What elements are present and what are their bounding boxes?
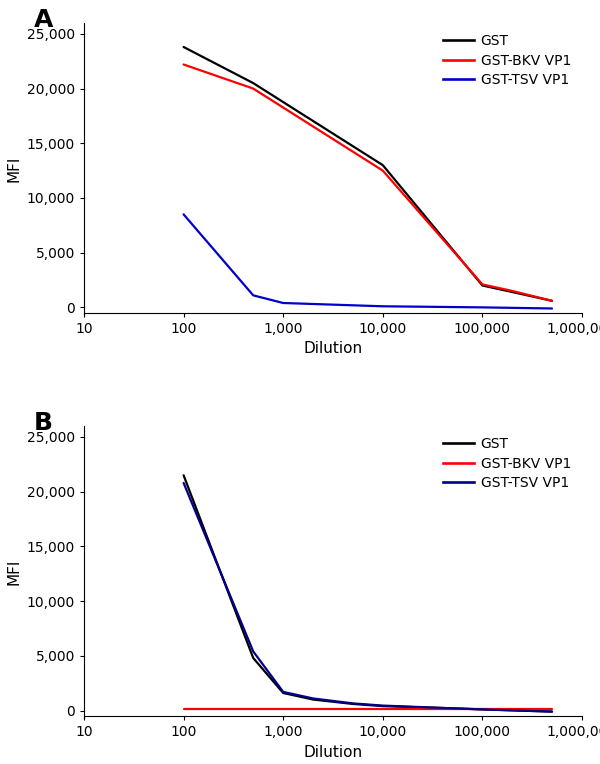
- GST-TSV VP1: [310, 694, 317, 703]
- GST-BKV VP1: [180, 704, 187, 714]
- GST-TSV VP1: [180, 210, 187, 219]
- GST-TSV VP1: [280, 299, 287, 308]
- Legend: GST, GST-BKV VP1, GST-TSV VP1: GST, GST-BKV VP1, GST-TSV VP1: [439, 433, 575, 494]
- GST-TSV VP1: [180, 478, 187, 487]
- Y-axis label: MFI: MFI: [6, 559, 21, 585]
- Line: GST-TSV VP1: GST-TSV VP1: [184, 483, 552, 711]
- GST: [509, 287, 516, 296]
- GST: [349, 699, 356, 708]
- GST: [250, 653, 257, 662]
- GST: [479, 281, 486, 290]
- GST-TSV VP1: [379, 701, 386, 711]
- X-axis label: Dilution: Dilution: [304, 342, 362, 357]
- GST-TSV VP1: [548, 707, 556, 716]
- Text: B: B: [34, 412, 53, 435]
- GST-TSV VP1: [280, 688, 287, 697]
- GST: [180, 43, 187, 52]
- GST-TSV VP1: [548, 304, 556, 313]
- GST-TSV VP1: [250, 647, 257, 656]
- Line: GST: GST: [184, 475, 552, 711]
- GST: [250, 79, 257, 88]
- GST-BKV VP1: [548, 296, 556, 306]
- Text: A: A: [34, 8, 53, 32]
- GST: [548, 296, 556, 306]
- GST-BKV VP1: [479, 280, 486, 289]
- GST-TSV VP1: [250, 291, 257, 300]
- GST-TSV VP1: [479, 705, 486, 714]
- GST: [280, 688, 287, 698]
- GST-BKV VP1: [379, 166, 386, 175]
- GST-TSV VP1: [349, 699, 356, 708]
- GST-TSV VP1: [379, 302, 386, 311]
- Line: GST-TSV VP1: GST-TSV VP1: [184, 215, 552, 309]
- GST-BKV VP1: [548, 704, 556, 714]
- GST: [180, 471, 187, 480]
- GST: [379, 160, 386, 170]
- GST-TSV VP1: [479, 303, 486, 312]
- GST: [548, 707, 556, 716]
- GST: [449, 704, 456, 713]
- GST-TSV VP1: [449, 704, 456, 713]
- GST: [479, 705, 486, 714]
- X-axis label: Dilution: Dilution: [304, 745, 362, 759]
- GST-BKV VP1: [509, 286, 516, 296]
- Legend: GST, GST-BKV VP1, GST-TSV VP1: GST, GST-BKV VP1, GST-TSV VP1: [439, 30, 575, 92]
- GST-BKV VP1: [180, 60, 187, 69]
- Y-axis label: MFI: MFI: [6, 156, 21, 182]
- Line: GST-BKV VP1: GST-BKV VP1: [184, 64, 552, 301]
- GST: [310, 695, 317, 704]
- Line: GST: GST: [184, 47, 552, 301]
- GST: [379, 701, 386, 711]
- GST-BKV VP1: [250, 84, 257, 93]
